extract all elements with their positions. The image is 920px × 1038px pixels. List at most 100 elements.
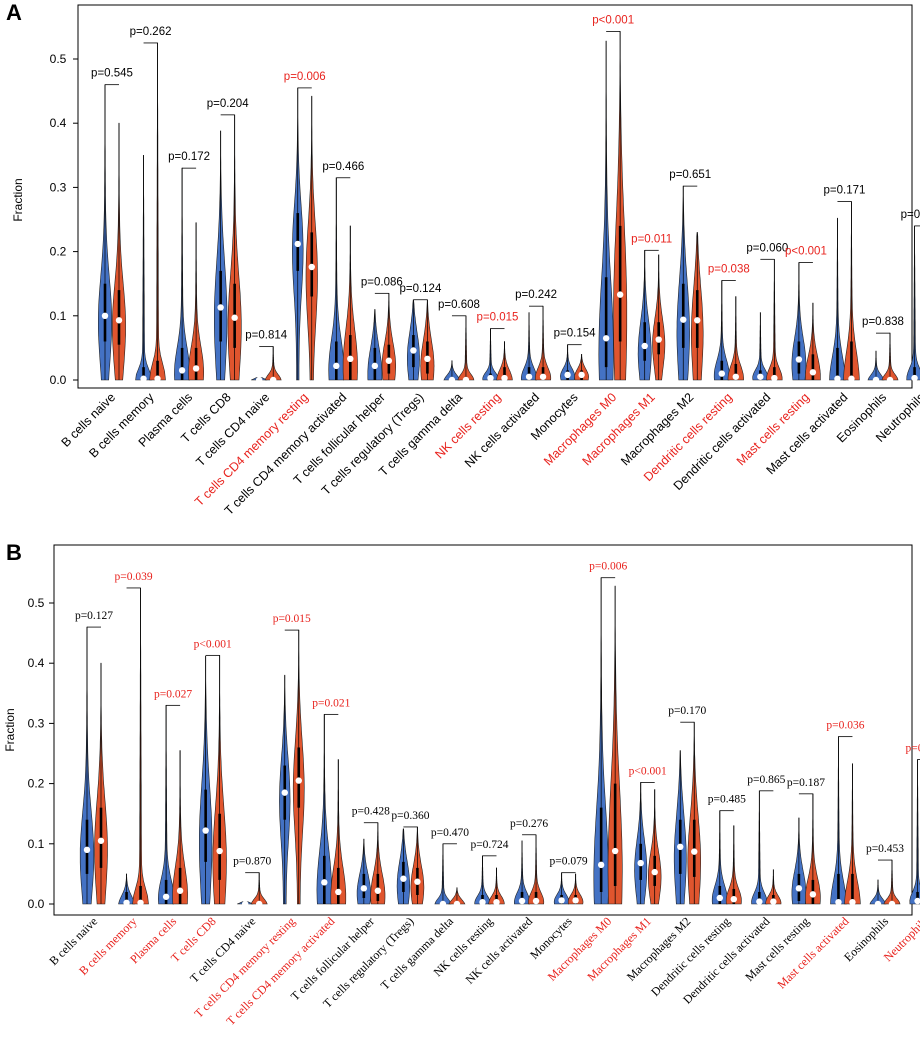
p-value-label: p=0.187 <box>787 777 825 789</box>
violin-median <box>410 347 417 354</box>
violin-median <box>414 878 421 885</box>
panel-b-frame <box>53 544 913 916</box>
p-value-label: p=0.485 <box>708 794 746 806</box>
p-value-label: p=0.360 <box>391 810 429 822</box>
violin-median <box>795 885 803 892</box>
p-value-label: p=0.038 <box>708 263 750 275</box>
panel-a-violins <box>98 31 920 384</box>
panel-a: A 0.00.10.20.30.40.5 Fraction p=0.545p=0… <box>6 0 920 518</box>
violin-median <box>281 789 288 796</box>
violin-pair <box>199 655 227 905</box>
violin-median <box>137 899 144 906</box>
p-value-label: p=0.127 <box>75 610 113 622</box>
violin-pair <box>829 201 860 382</box>
panel-b-p-values: p=0.127 p=0.039 p=0.027 p<0.001 p=0.870 p=0.0… <box>75 561 920 874</box>
panel-a-frame <box>77 4 913 389</box>
category-label: Mast cells activated <box>774 914 851 991</box>
y-tick-label: 0.5 <box>50 52 67 66</box>
violin-pair <box>367 293 396 381</box>
violin-median <box>371 362 379 370</box>
violin-median <box>101 312 109 319</box>
y-tick-label: 0.1 <box>28 837 45 851</box>
violin-median <box>115 317 123 324</box>
violin-median <box>308 263 315 271</box>
panel-b-y-axis: 0.0 0.1 0.2 0.3 0.4 0.5 <box>28 596 54 911</box>
violin-median <box>795 356 803 363</box>
violin-median <box>602 335 610 342</box>
violin-median <box>558 897 565 904</box>
violin-median <box>518 897 526 905</box>
violin-median <box>83 846 91 854</box>
p-value-label: p=0.870 <box>233 856 271 868</box>
violin-median <box>886 376 894 384</box>
p-value-label: p=0.171 <box>824 185 866 197</box>
violin-pair <box>482 328 513 382</box>
panel-a-label: A <box>6 0 22 25</box>
violin-pair <box>279 629 305 905</box>
violin-pair <box>316 714 347 905</box>
violin-pair <box>443 315 475 384</box>
p-value-label: p=0.006 <box>589 561 627 573</box>
violin-pair <box>118 587 149 906</box>
violin-median <box>770 898 777 905</box>
p-value-label: p=0.028 <box>905 743 920 755</box>
p-value-label: p=0.039 <box>114 571 152 583</box>
p-value-label: p<0.001 <box>592 14 634 26</box>
p-value-label: p=0.011 <box>631 233 672 245</box>
p-value-label: p<0.001 <box>785 246 827 258</box>
violin-pair <box>593 577 623 905</box>
violin-pair <box>237 872 268 908</box>
y-tick-label: 0.0 <box>50 373 67 387</box>
p-value-label: p=0.814 <box>245 330 287 342</box>
violin-median <box>335 888 342 896</box>
violin-median <box>757 373 764 380</box>
y-tick-label: 0.1 <box>50 309 67 323</box>
p-value-label: p=0.838 <box>862 316 904 328</box>
violin-median <box>493 898 500 906</box>
violin-median <box>192 365 200 372</box>
violin-median <box>835 898 842 906</box>
violin-median <box>651 868 658 876</box>
p-value-label: p=0.470 <box>431 827 469 839</box>
p-value-label: p=0.242 <box>515 289 557 301</box>
violin-pair <box>867 332 899 384</box>
violin-median <box>888 900 896 908</box>
violin-median <box>694 317 701 324</box>
y-tick-label: 0.3 <box>50 180 67 194</box>
panel-b-violins <box>79 577 920 908</box>
p-value-label: p=0.917 <box>901 209 920 221</box>
violin-pair <box>214 114 242 381</box>
violin-median <box>374 887 382 894</box>
violin-median <box>270 376 277 384</box>
violin-pair <box>396 826 425 905</box>
violin-median <box>539 373 547 380</box>
violin-pair <box>751 790 782 905</box>
violin-pair <box>157 705 188 905</box>
violin-pair <box>474 855 505 906</box>
violin-median <box>448 376 456 384</box>
violin-pair <box>676 185 704 381</box>
panel-b-label: B <box>6 540 22 565</box>
violin-pair <box>328 177 358 381</box>
violin-pair <box>513 834 545 905</box>
p-value-label: p=0.036 <box>826 720 864 732</box>
violin-normal <box>909 759 920 905</box>
violin-median <box>256 900 263 908</box>
p-value-label: p=0.428 <box>352 806 390 818</box>
violin-median <box>176 887 184 894</box>
violin-pair <box>909 759 920 905</box>
violin-median <box>616 291 624 298</box>
violin-pair <box>291 87 318 381</box>
violin-median <box>333 362 340 370</box>
violin-pair <box>906 225 920 382</box>
violin-median <box>834 375 841 382</box>
p-value-label: p=0.015 <box>273 613 311 625</box>
violin-pair <box>869 859 901 908</box>
p-value-label: p=0.124 <box>399 283 441 295</box>
violin-median <box>572 897 579 904</box>
p-value-label: p=0.651 <box>669 169 711 181</box>
violin-normal <box>906 225 920 381</box>
y-tick-label: 0.3 <box>28 716 45 730</box>
violin-median <box>216 847 223 855</box>
violin-median <box>564 371 571 379</box>
